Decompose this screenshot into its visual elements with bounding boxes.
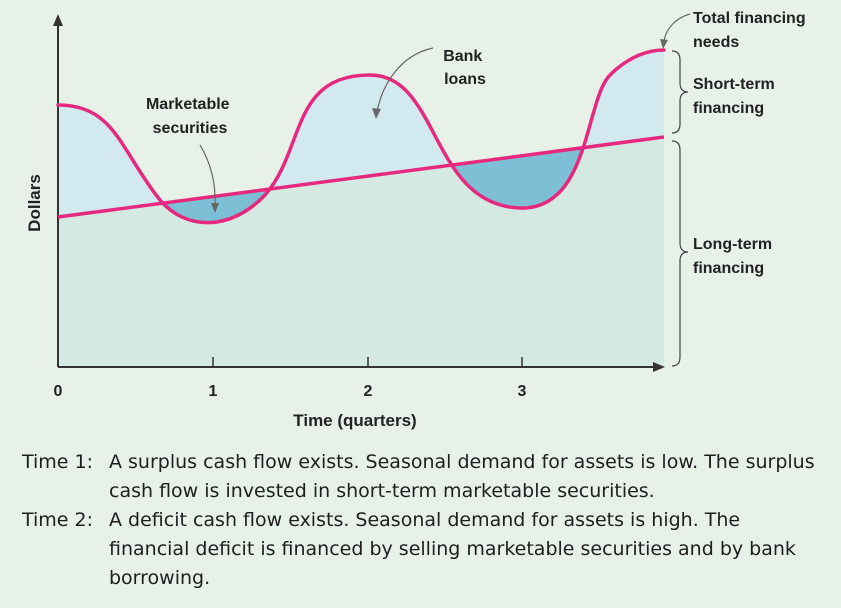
short-term-financing-label: Short-term financing: [693, 76, 779, 117]
long-term-financing-line: [57, 135, 665, 219]
x-tick-label: 0: [54, 383, 63, 400]
total-financing-needs-label: Total financing needs: [693, 10, 810, 51]
long-term-brace-icon: [671, 140, 689, 367]
note-time-2: Time 2: A deficit cash flow exists. Seas…: [22, 506, 822, 593]
note-time-1: Time 1: A surplus cash flow exists. Seas…: [22, 448, 822, 506]
note-text: A surplus cash flow exists. Seasonal dem…: [109, 451, 815, 502]
securities-pointer-arrow: [199, 144, 216, 207]
total-financing-needs-curve: [56, 48, 666, 225]
x-tick-label: 2: [364, 383, 373, 400]
arrow-head-icon: [660, 39, 668, 49]
bank-loans-label: Bank loans: [443, 48, 487, 88]
x-axis-label: Time (quarters): [293, 411, 416, 430]
arrow-head-icon: [211, 203, 219, 213]
x-axis-arrow-icon: [653, 362, 665, 372]
arrow-head-icon: [372, 108, 381, 119]
y-axis-label: Dollars: [25, 174, 44, 232]
financing-diagram: Dollars Time (quarters) 0 1 2 3 Marketab…: [25, 10, 810, 430]
bank-loans-pointer-arrow: [376, 47, 434, 113]
total-needs-pointer-arrow: [663, 13, 691, 43]
short-term-brace-icon: [671, 50, 689, 134]
x-tick-label: 1: [209, 383, 218, 400]
note-text: A deficit cash flow exists. Seasonal dem…: [109, 509, 796, 589]
y-axis-arrow-icon: [53, 14, 63, 26]
marketable-securities-label: Marketable securities: [146, 96, 234, 137]
long-term-financing-label: Long-term financing: [693, 236, 777, 277]
note-key: Time 1:: [22, 451, 94, 473]
x-tick-label: 3: [518, 383, 527, 400]
note-key: Time 2:: [22, 509, 94, 531]
explanation-notes: Time 1: A surplus cash flow exists. Seas…: [22, 448, 822, 593]
